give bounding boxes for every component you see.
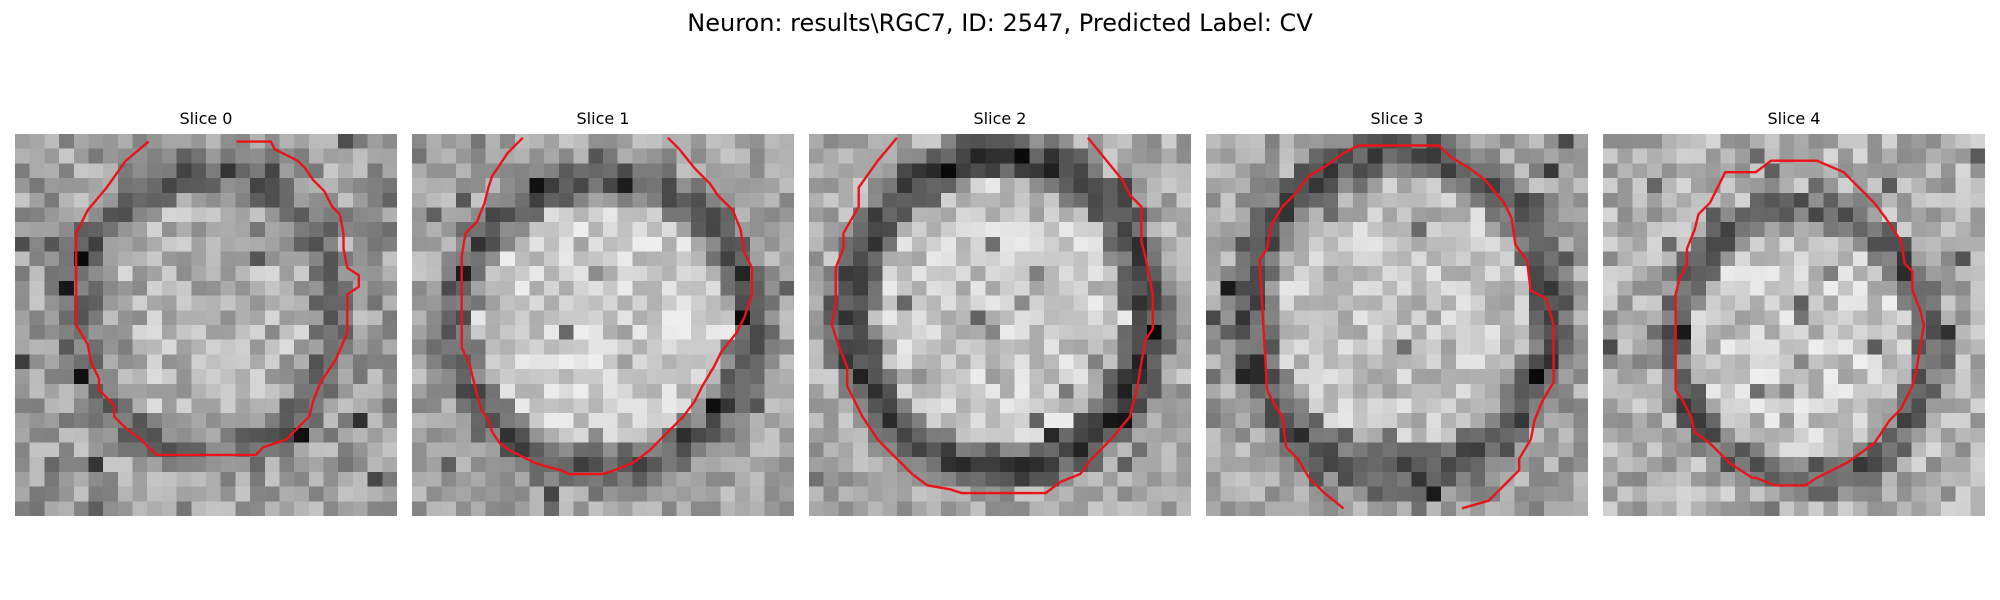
slice-panel-4: Slice 4: [1603, 108, 1985, 524]
slice-title-1: Slice 1: [576, 109, 630, 128]
slice-image-4: [1603, 134, 1985, 516]
slice-panel-1: Slice 1: [412, 108, 794, 524]
segmentation-contour: [74, 140, 360, 457]
segmentation-contour: [830, 137, 1154, 495]
slice-panel-3: Slice 3: [1206, 108, 1588, 524]
slice-title-3: Slice 3: [1370, 109, 1424, 128]
slice-image-3: [1206, 134, 1588, 516]
slice-image-2: [809, 134, 1191, 516]
slice-panel-2: Slice 2: [809, 108, 1191, 524]
slice-panel-0: Slice 0: [15, 108, 397, 524]
pixel-grid: [809, 134, 1191, 516]
pixel-grid: [1603, 134, 1985, 516]
slice-title-0: Slice 0: [179, 109, 233, 128]
figure-title: Neuron: results\RGC7, ID: 2547, Predicte…: [687, 9, 1313, 37]
slice-image-0: [15, 134, 397, 516]
slice-title-2: Slice 2: [973, 109, 1027, 128]
segmentation-contour: [1258, 144, 1555, 510]
pixel-grid: [1206, 134, 1588, 516]
segmentation-contour: [1674, 159, 1926, 487]
pixel-grid: [412, 134, 794, 516]
slice-image-1: [412, 134, 794, 516]
slice-title-4: Slice 4: [1767, 109, 1821, 128]
segmentation-contour: [460, 136, 754, 476]
pixel-grid: [15, 134, 397, 516]
